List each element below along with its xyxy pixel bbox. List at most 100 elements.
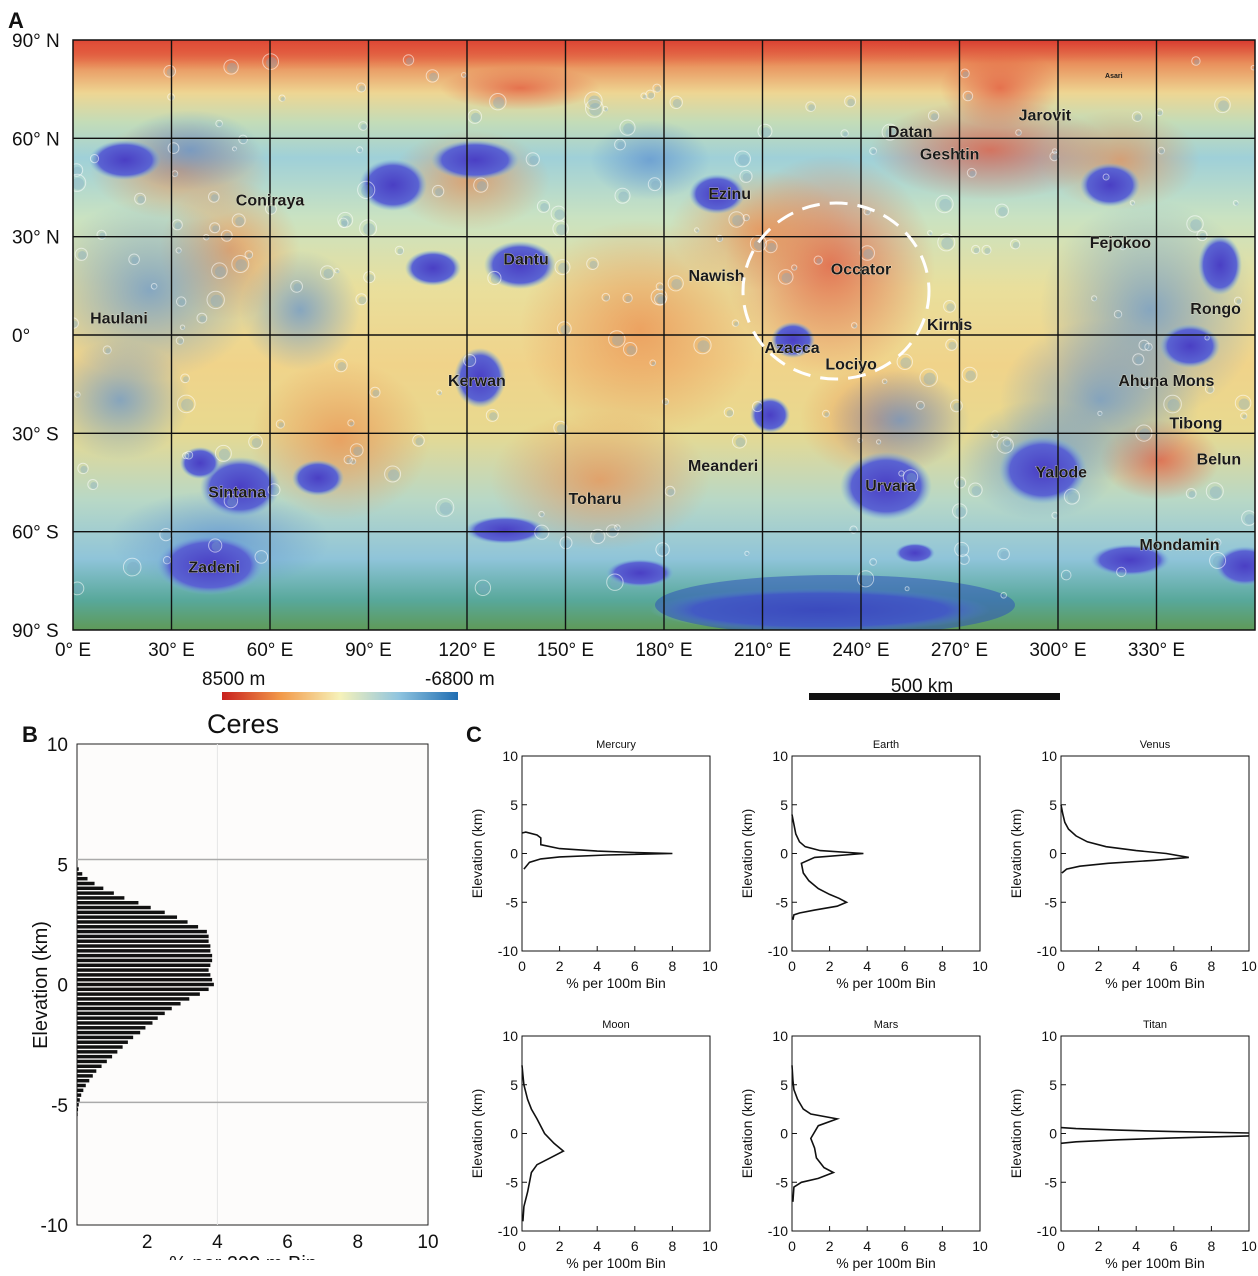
longitude-label: 0° E — [55, 640, 91, 661]
planet-y-tick-label: 10 — [772, 748, 788, 764]
small-crater — [961, 366, 978, 383]
small-crater-floor — [1093, 297, 1097, 302]
scale-bar-label: 500 km — [891, 676, 953, 697]
small-crater-floor — [558, 262, 569, 274]
latitude-label: 30° N — [12, 228, 60, 249]
feature-label: Belun — [1197, 452, 1241, 469]
longitude-label: 150° E — [537, 640, 594, 661]
small-crater-floor — [984, 247, 991, 254]
latitude-label: 60° N — [12, 129, 60, 150]
small-crater-floor — [884, 380, 888, 384]
small-crater-floor — [847, 98, 855, 107]
small-crater — [1163, 394, 1182, 414]
longitude-label: 180° E — [635, 640, 692, 661]
small-crater-floor — [941, 237, 954, 250]
small-crater — [177, 394, 196, 414]
crater — [771, 322, 815, 358]
small-crater — [744, 550, 750, 557]
planet-y-axis-label: Elevation (km) — [739, 1089, 755, 1178]
small-crater-floor — [965, 370, 976, 381]
small-crater — [1118, 241, 1128, 251]
small-crater-floor — [965, 93, 973, 101]
planet-x-tick-label: 8 — [669, 1238, 677, 1254]
small-crater — [716, 234, 724, 242]
small-crater-floor — [955, 506, 966, 518]
feature-label: Fejokoo — [1090, 235, 1152, 252]
planet-hypsometry-line — [1060, 1126, 1250, 1134]
planet-y-tick-label: 0 — [1049, 846, 1057, 862]
small-crater — [662, 398, 669, 406]
ceres-bar — [77, 1002, 181, 1006]
small-crater-floor — [939, 198, 952, 212]
small-crater — [1131, 111, 1143, 122]
small-crater-floor — [1002, 594, 1007, 599]
small-crater-floor — [735, 437, 746, 448]
crater — [180, 447, 220, 479]
small-crater — [122, 557, 142, 577]
ceres-bar — [77, 1059, 107, 1064]
small-crater-floor — [1218, 100, 1229, 112]
ceres-bar — [77, 1103, 79, 1107]
small-crater — [943, 300, 956, 313]
small-crater — [1191, 378, 1199, 386]
crater — [689, 174, 745, 214]
small-crater-floor — [1207, 387, 1214, 393]
planet-x-axis-label: % per 100m Bin — [836, 1255, 936, 1271]
small-crater — [536, 199, 551, 213]
small-crater-floor — [540, 203, 549, 212]
small-crater-floor — [78, 251, 87, 260]
planet-x-axis-label: % per 100m Bin — [1105, 975, 1205, 991]
ceres-bar — [77, 1093, 82, 1097]
small-crater-floor — [610, 577, 622, 589]
small-crater-floor — [918, 403, 925, 409]
colorbar-min-label: 8500 m — [202, 669, 265, 690]
planet-x-tick-label: 8 — [669, 958, 677, 974]
planet-x-tick-label: 0 — [788, 958, 796, 974]
small-crater — [1185, 488, 1197, 499]
small-crater — [1234, 394, 1252, 412]
longitude-label: 120° E — [438, 640, 495, 661]
planet-y-axis-label: Elevation (km) — [469, 1089, 485, 1178]
small-crater-floor — [336, 270, 340, 274]
small-crater — [1205, 482, 1224, 501]
ceres-y-tick-label: -10 — [41, 1216, 68, 1237]
small-crater — [904, 586, 910, 592]
small-crater-floor — [1157, 110, 1163, 116]
small-crater-floor — [280, 96, 286, 102]
planet-x-tick-label: 8 — [939, 958, 947, 974]
small-crater-floor — [166, 68, 175, 77]
small-crater-floor — [211, 194, 219, 202]
small-crater — [763, 239, 778, 254]
planet-y-tick-label: -10 — [768, 943, 788, 959]
planet-plot-frame — [521, 755, 711, 952]
small-crater-floor — [843, 131, 849, 137]
small-crater — [1140, 378, 1152, 389]
small-crater — [248, 434, 264, 450]
small-crater-floor — [948, 341, 957, 350]
small-crater — [1213, 538, 1222, 547]
small-crater-floor — [415, 437, 424, 446]
small-crater — [844, 95, 857, 108]
small-crater — [1240, 412, 1248, 420]
small-crater-floor — [127, 561, 140, 575]
planet-x-tick-label: 2 — [1095, 958, 1103, 974]
ceres-bar — [77, 1064, 102, 1068]
small-crater — [664, 485, 676, 497]
small-crater — [927, 230, 933, 236]
ceres-bar — [77, 1011, 165, 1016]
small-crater — [265, 202, 277, 215]
small-crater — [1196, 229, 1208, 242]
small-crater — [363, 271, 376, 284]
ceres-histogram: 10 5 0 -5 -10 2 4 6 8 10 Ceres % per 200 m Bin Eleva… — [30, 709, 439, 1260]
small-crater — [619, 119, 636, 136]
small-crater-floor — [358, 296, 367, 305]
small-crater-floor — [1119, 569, 1126, 577]
small-crater — [167, 142, 180, 155]
small-crater — [232, 146, 237, 152]
ceres-bar — [77, 896, 125, 900]
small-crater-floor — [1193, 380, 1198, 385]
small-crater — [1116, 566, 1127, 578]
ceres-bar — [77, 1078, 90, 1083]
small-crater-floor — [1194, 59, 1200, 65]
